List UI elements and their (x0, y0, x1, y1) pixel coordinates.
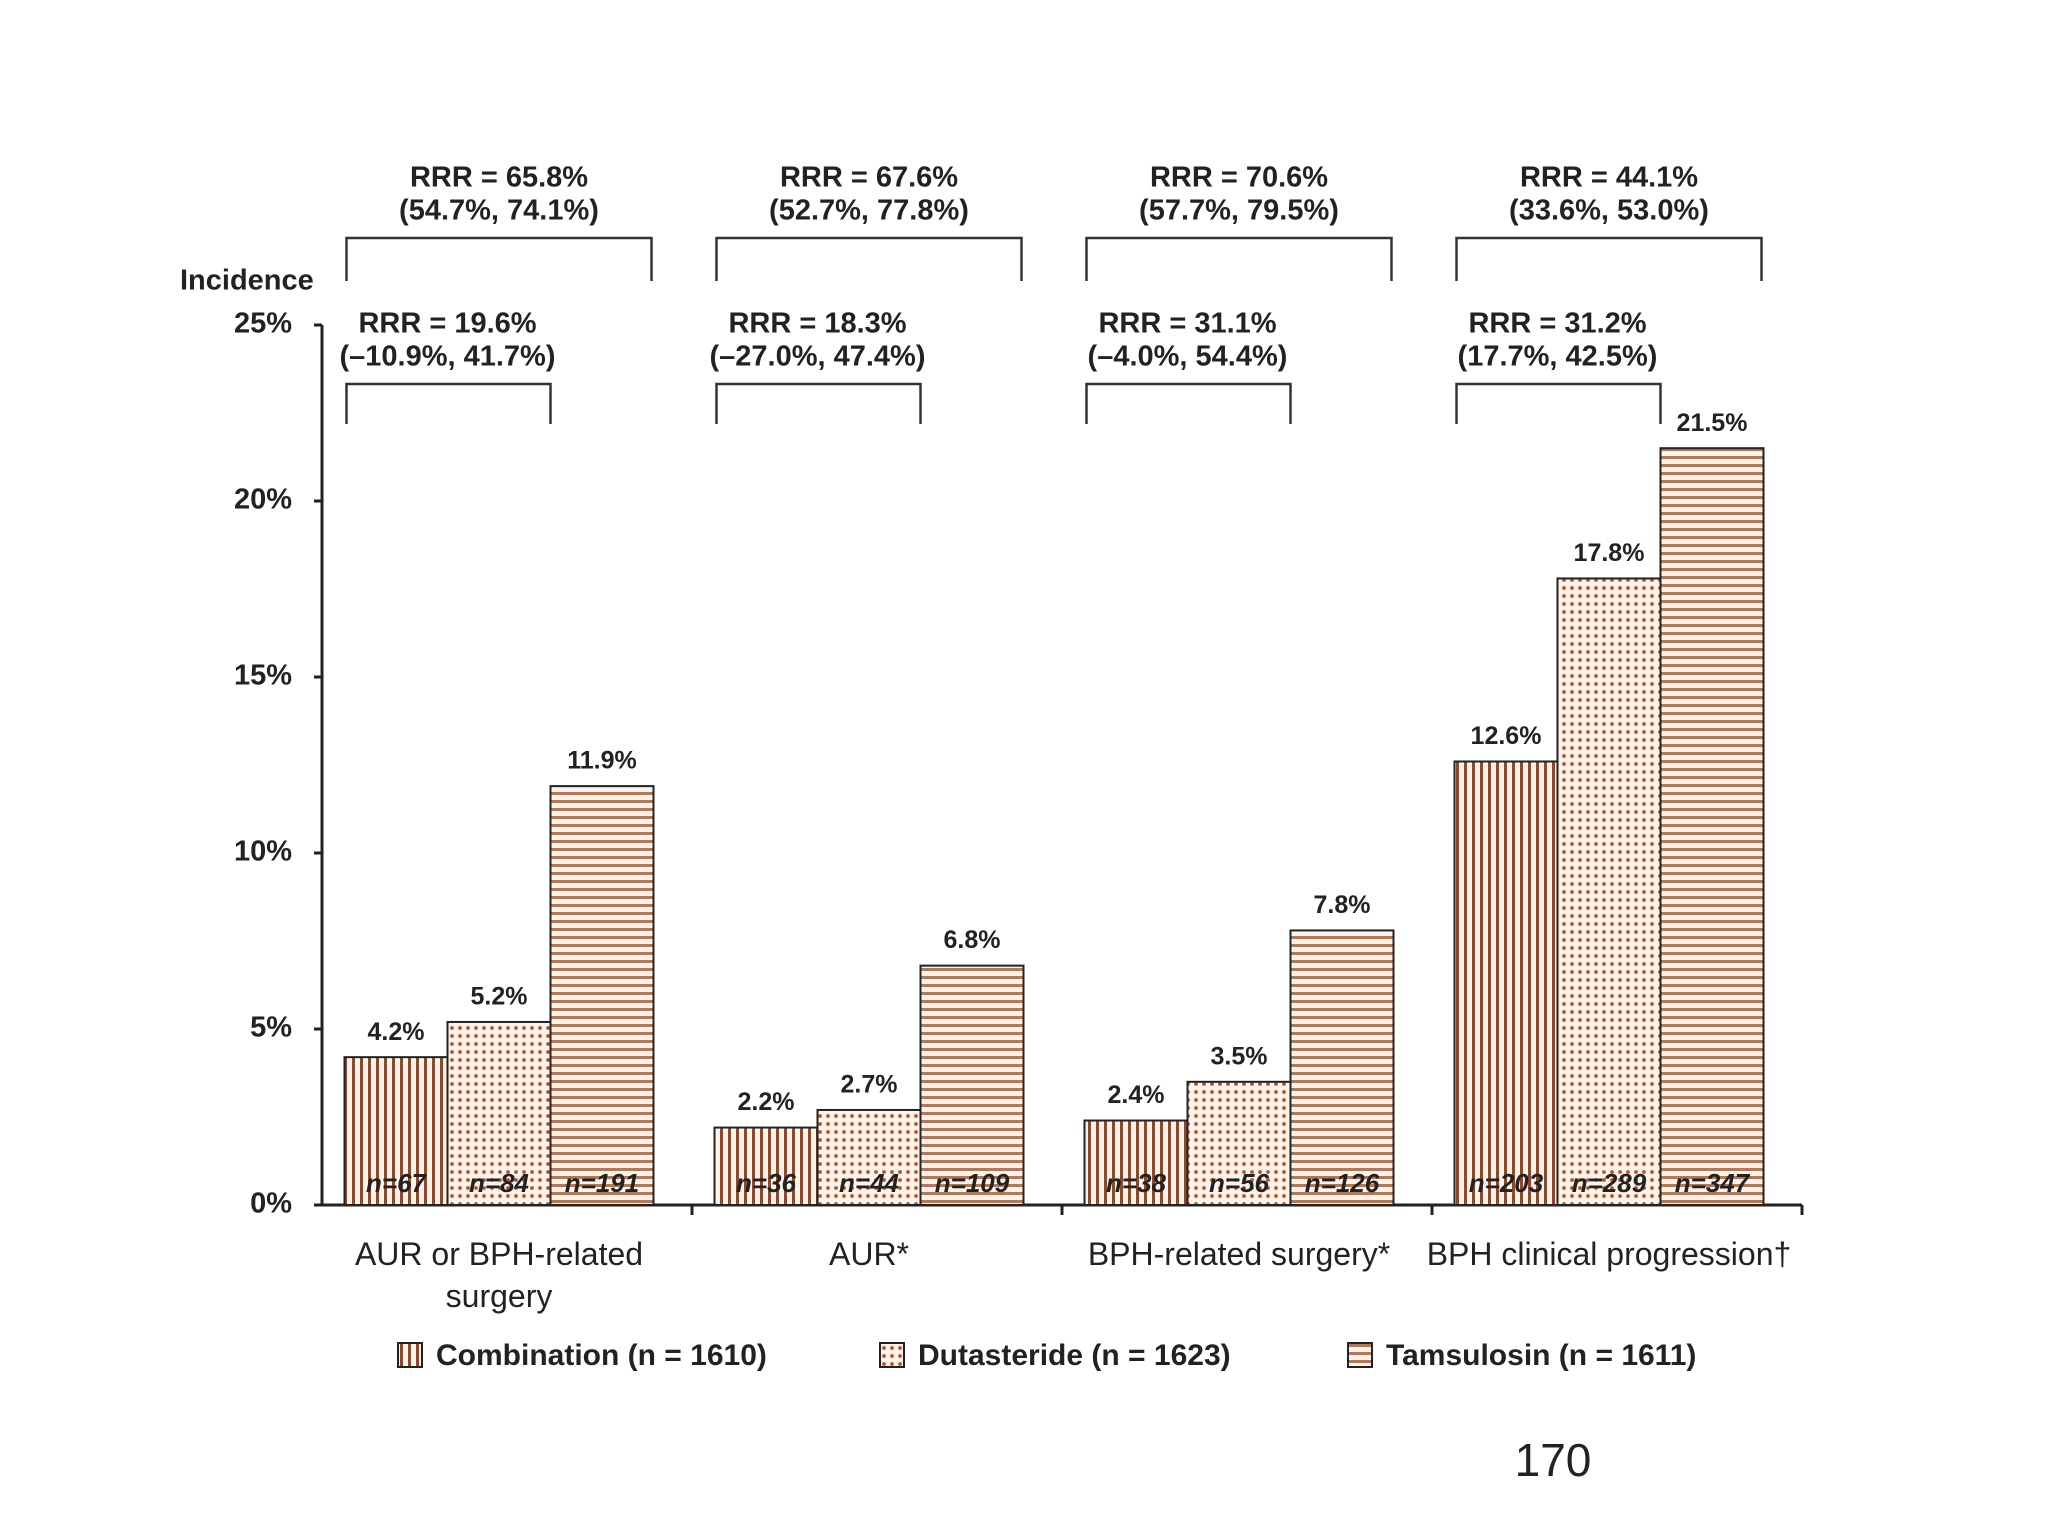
bar (446, 1020, 552, 1207)
n-label: n=56 (1209, 1168, 1270, 1198)
n-label: n=36 (736, 1168, 797, 1198)
value-label: 3.5% (1211, 1042, 1268, 1070)
rrr-label: RRR = 70.6% (1150, 162, 1328, 194)
n-label: n=347 (1675, 1168, 1751, 1198)
rrr-label: RRR = 31.1% (1098, 308, 1276, 340)
n-label: n=126 (1305, 1168, 1380, 1198)
bar (343, 1056, 449, 1207)
bracket (1455, 382, 1662, 424)
value-label: 12.6% (1471, 722, 1542, 750)
value-label: 11.9% (567, 747, 637, 775)
value-label: 2.2% (738, 1088, 795, 1116)
value-label: 7.8% (1314, 891, 1371, 919)
bar (1556, 577, 1662, 1206)
bracket (1085, 236, 1393, 281)
y-axis-label: Incidence (180, 265, 314, 297)
rrr-label: RRR = 44.1% (1520, 162, 1698, 194)
n-label: n=289 (1572, 1168, 1647, 1198)
bracket (1455, 236, 1763, 281)
value-label: 5.2% (471, 983, 528, 1011)
x-tick-label: AUR or BPH-related surgery (354, 1236, 644, 1314)
rrr-label: RRR = 67.6% (780, 162, 958, 194)
bar (1289, 929, 1395, 1206)
bracket (1085, 382, 1292, 424)
n-label: n=191 (565, 1168, 639, 1198)
bar (816, 1108, 922, 1206)
legend-label: Dutasteride (n = 1623) (918, 1339, 1231, 1372)
n-label: n=84 (469, 1168, 530, 1198)
bar (1453, 760, 1559, 1206)
rrr-label: (54.7%, 74.1%) (399, 195, 599, 227)
value-label: 6.8% (944, 926, 1001, 954)
bracket (345, 236, 653, 281)
y-tick-label: 20% (234, 484, 292, 516)
rrr-label: (33.6%, 53.0%) (1509, 195, 1709, 227)
rrr-label: (–4.0%, 54.4%) (1088, 341, 1288, 373)
value-label: 21.5% (1677, 409, 1748, 437)
bar (919, 964, 1025, 1207)
y-tick-label: 10% (234, 836, 292, 868)
bracket (345, 382, 552, 424)
legend-swatch (1347, 1342, 1373, 1368)
value-label: 17.8% (1574, 539, 1645, 567)
bar (1659, 447, 1765, 1206)
bar (1186, 1080, 1292, 1207)
rrr-label: (52.7%, 77.8%) (769, 195, 969, 227)
page-number: 170 (1515, 1434, 1592, 1486)
value-label: 4.2% (368, 1018, 425, 1046)
n-label: n=203 (1469, 1168, 1544, 1198)
legend-swatch (397, 1342, 423, 1368)
bar (713, 1126, 819, 1207)
rrr-label: RRR = 19.6% (358, 308, 536, 340)
y-tick-label: 0% (250, 1188, 292, 1220)
rrr-label: (–27.0%, 47.4%) (709, 341, 925, 373)
rrr-label: RRR = 18.3% (728, 308, 906, 340)
rrr-label: RRR = 65.8% (410, 162, 588, 194)
legend-swatch (879, 1342, 905, 1368)
n-label: n=44 (839, 1168, 900, 1198)
bar (549, 785, 655, 1206)
n-label: n=109 (935, 1168, 1010, 1198)
y-tick-label: 5% (250, 1012, 292, 1044)
legend-label: Combination (n = 1610) (436, 1339, 767, 1372)
value-label: 2.4% (1108, 1081, 1165, 1109)
x-tick-label: BPH-related surgery* (1087, 1236, 1391, 1272)
legend-label: Tamsulosin (n = 1611) (1386, 1339, 1696, 1372)
rrr-label: (17.7%, 42.5%) (1458, 341, 1658, 373)
n-label: n=67 (366, 1168, 428, 1198)
rrr-label: RRR = 31.2% (1468, 308, 1646, 340)
bracket (715, 236, 1023, 281)
y-tick-label: 25% (234, 308, 292, 340)
n-label: n=38 (1106, 1168, 1167, 1198)
rrr-label: (57.7%, 79.5%) (1139, 195, 1339, 227)
x-tick-label: AUR* (828, 1236, 909, 1272)
bracket (715, 382, 922, 424)
bar (1083, 1119, 1189, 1207)
value-label: 2.7% (841, 1071, 898, 1099)
y-tick-label: 15% (234, 660, 292, 692)
rrr-label: (–10.9%, 41.7%) (339, 341, 555, 373)
x-tick-label: BPH clinical progression† (1426, 1236, 1792, 1272)
